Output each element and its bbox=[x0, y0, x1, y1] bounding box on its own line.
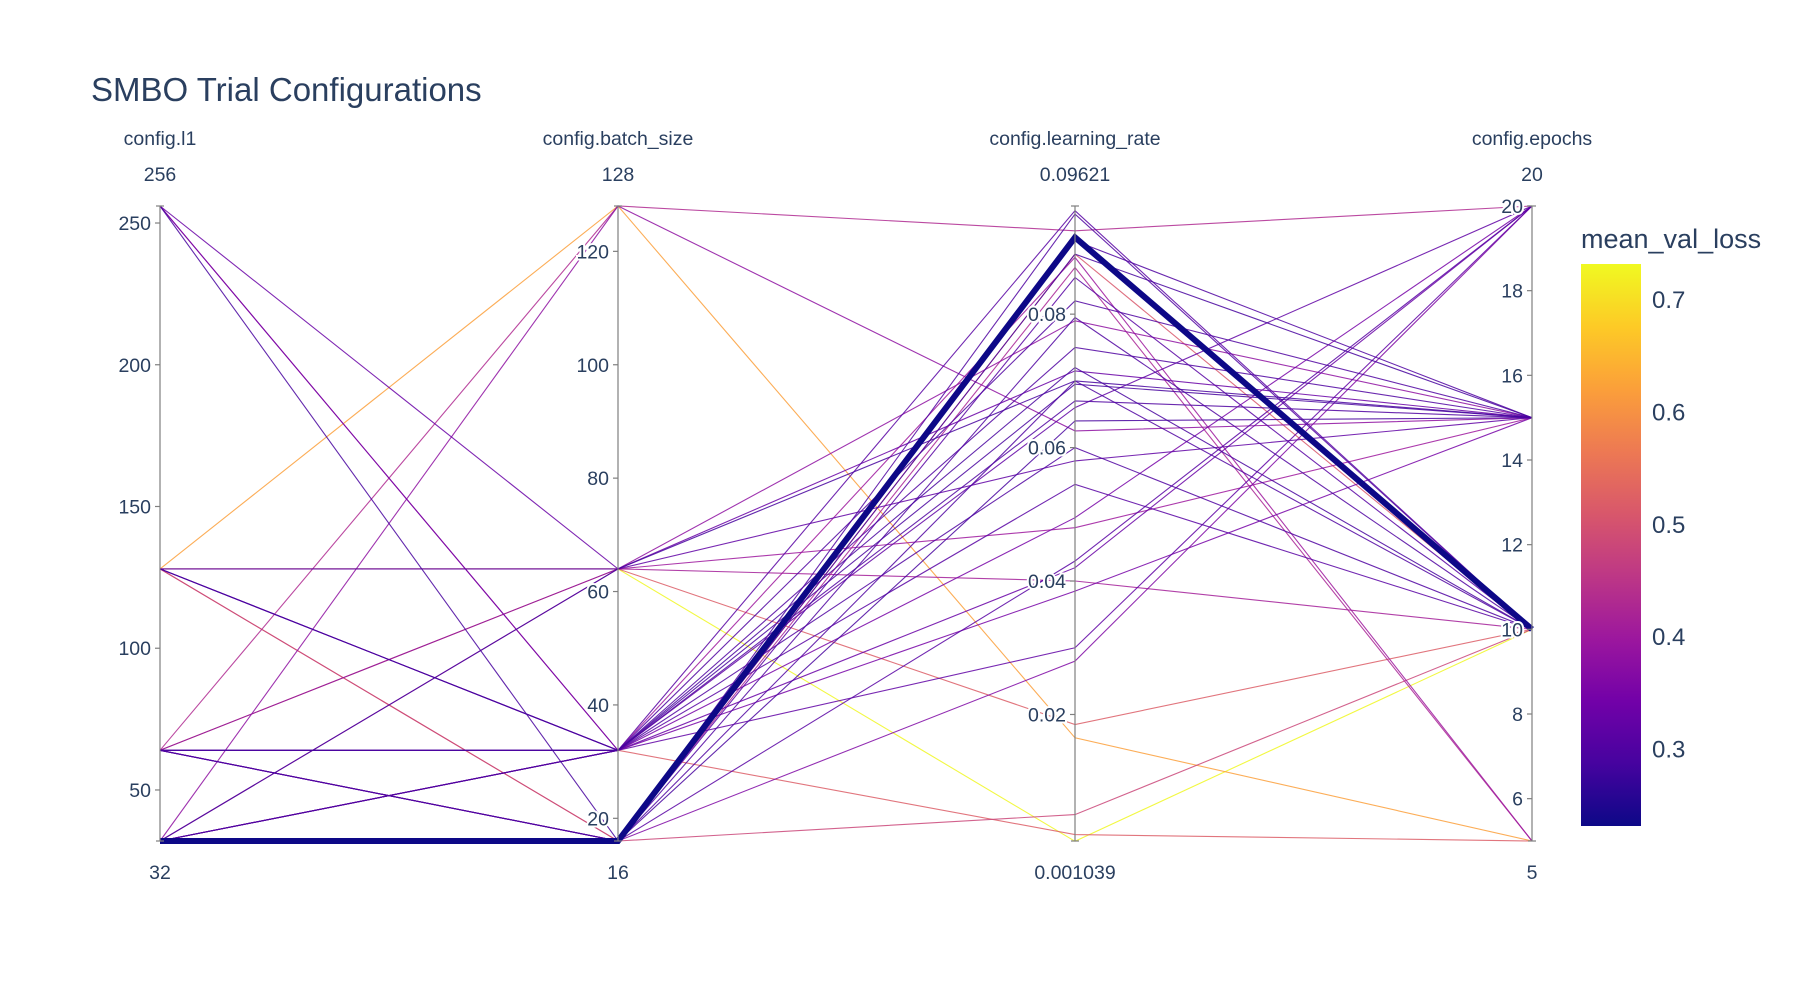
trial-line bbox=[159, 205, 1533, 842]
chart-title: SMBO Trial Configurations bbox=[91, 71, 482, 108]
axis-tick-label: 50 bbox=[129, 780, 151, 802]
axis-name-l1: config.l1 bbox=[124, 128, 197, 150]
axis-max-label: 0.09621 bbox=[1040, 164, 1111, 186]
trial-line bbox=[159, 205, 1533, 751]
axis-tick-label: 0.08 bbox=[1028, 304, 1066, 326]
axis-tick-label: 8 bbox=[1512, 704, 1523, 726]
axis-tick-label: 16 bbox=[1501, 365, 1523, 387]
axis-tick-label: 0.04 bbox=[1028, 571, 1066, 593]
colorbar-tick-label: 0.4 bbox=[1652, 624, 1685, 651]
colorbar-tick-label: 0.5 bbox=[1652, 512, 1685, 539]
axis-tick-label: 200 bbox=[118, 355, 151, 377]
axis-tick-label: 60 bbox=[587, 582, 609, 604]
axis-tick-label: 100 bbox=[118, 638, 151, 660]
axis-tick-label: 80 bbox=[587, 468, 609, 490]
trial-line bbox=[160, 417, 1533, 570]
colorbar-title: mean_val_loss bbox=[1581, 224, 1761, 254]
axis-min-label: 16 bbox=[607, 862, 629, 884]
colorbar-tick-label: 0.3 bbox=[1652, 737, 1685, 764]
colorbar-tick-label: 0.6 bbox=[1652, 399, 1685, 426]
axis-name-learning_rate: config.learning_rate bbox=[989, 128, 1160, 150]
axis-tick-label: 20 bbox=[587, 808, 609, 830]
axis-min-label: 0.001039 bbox=[1034, 862, 1115, 884]
trial-line bbox=[159, 400, 1533, 842]
axis-tick-label: 18 bbox=[1501, 281, 1523, 303]
axis-min-label: 5 bbox=[1527, 862, 1538, 884]
trial-line bbox=[160, 366, 1533, 751]
colorbar-tick-label: 0.7 bbox=[1652, 287, 1685, 314]
colorbar-gradient bbox=[1581, 264, 1641, 826]
axis-tick-label: 20 bbox=[1501, 196, 1523, 218]
trial-lines bbox=[159, 205, 1534, 844]
trial-line bbox=[159, 383, 1533, 751]
axes: config.l1 256 32 50 100 150 200 250 config.batch… bbox=[116, 128, 1593, 884]
axis-tick-label: 6 bbox=[1512, 789, 1523, 811]
axis-name-batch_size: config.batch_size bbox=[543, 128, 694, 150]
axis-tick-label: 14 bbox=[1501, 450, 1523, 472]
axis-max-label: 256 bbox=[144, 164, 177, 186]
colorbar: mean_val_loss 0.3 0.4 0.5 0.6 0.7 bbox=[1581, 224, 1761, 826]
axis-max-label: 20 bbox=[1521, 164, 1543, 186]
trial-line bbox=[159, 205, 1533, 570]
axis-max-label: 128 bbox=[602, 164, 635, 186]
axis-tick-label: 0.06 bbox=[1028, 438, 1066, 460]
axis-name-epochs: config.epochs bbox=[1472, 128, 1593, 150]
axis-tick-label: 40 bbox=[587, 695, 609, 717]
axis-min-label: 32 bbox=[149, 862, 171, 884]
axis-tick-label: 250 bbox=[118, 213, 151, 235]
trial-line-highlighted bbox=[160, 233, 1534, 844]
axis-tick-label: 10 bbox=[1501, 619, 1523, 641]
axis-tick-label: 150 bbox=[118, 496, 151, 518]
trial-line bbox=[159, 380, 1533, 842]
axis-tick-label: 100 bbox=[576, 355, 609, 377]
axis-tick-label: 0.02 bbox=[1028, 704, 1066, 726]
axis-tick-label: 12 bbox=[1501, 535, 1523, 557]
axis-tick-label: 120 bbox=[576, 241, 609, 263]
